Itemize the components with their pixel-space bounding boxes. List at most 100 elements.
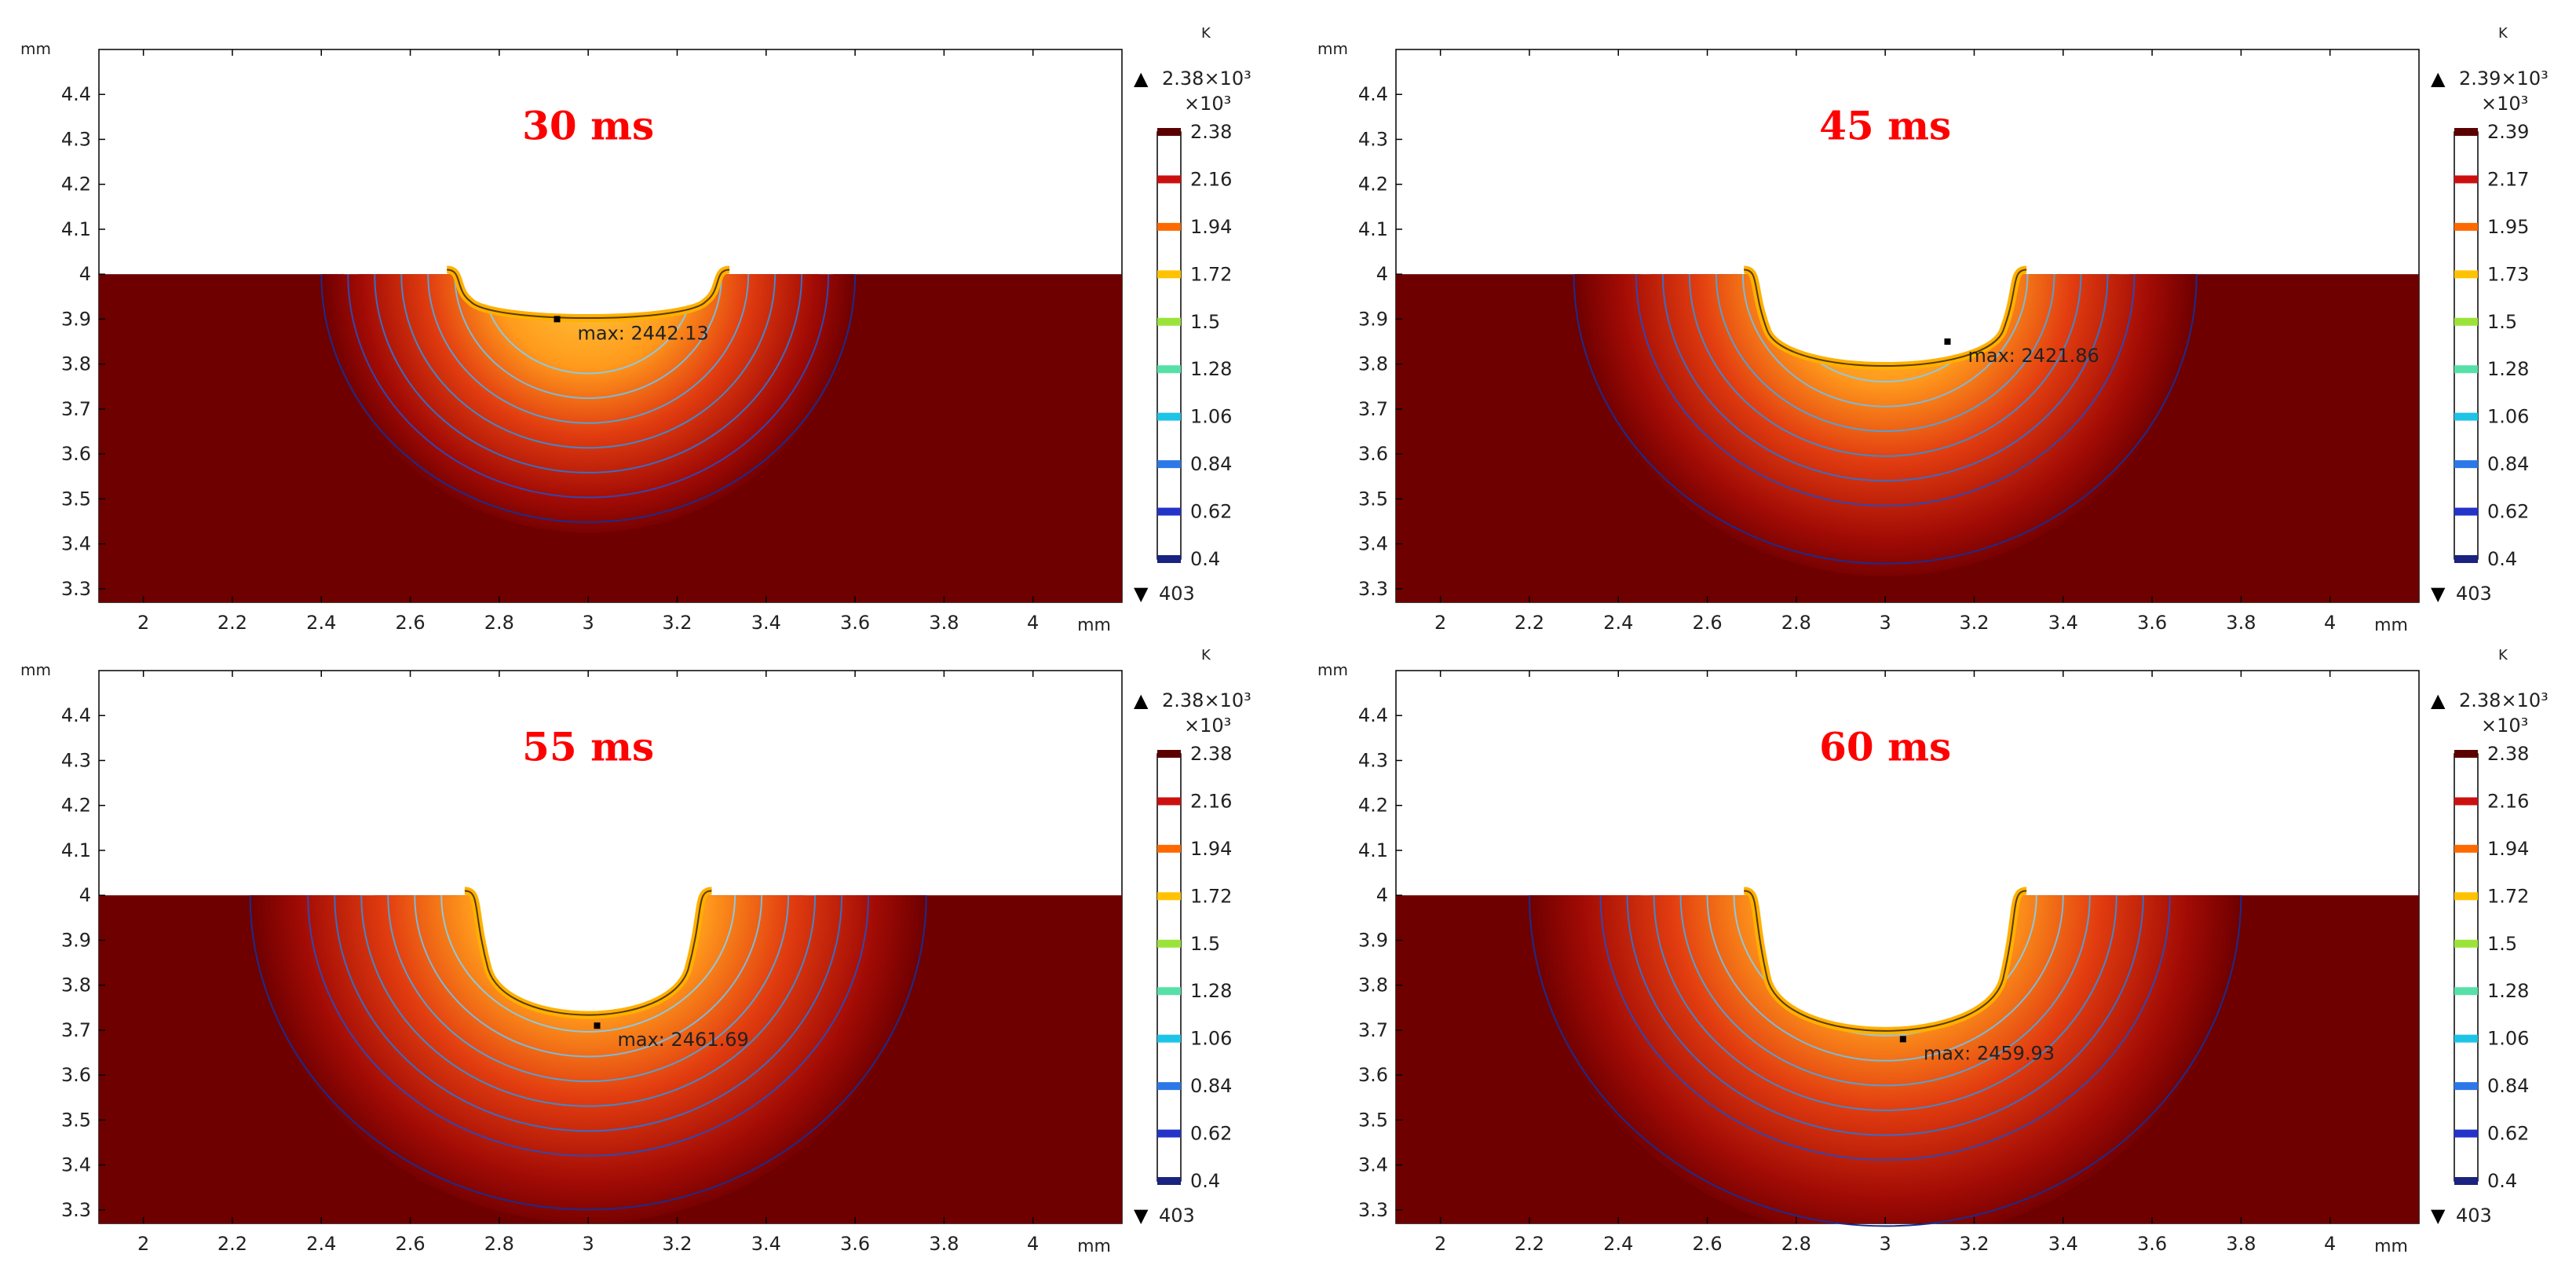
colorbar-tick-label: 0.4 xyxy=(1190,1170,1220,1192)
colorbar-max-label: 2.38×10³ xyxy=(1162,68,1251,90)
isotherm-line xyxy=(427,274,750,424)
colorbar-swatch xyxy=(2454,987,2478,996)
y-tick-label: 4.3 xyxy=(1358,749,1388,771)
isotherm-line xyxy=(454,274,723,399)
colorbar-tick-label: 1.94 xyxy=(2487,838,2529,860)
y-axis-unit: mm xyxy=(1317,39,1348,58)
colorbar-swatch xyxy=(2454,412,2478,421)
colorbar-swatch xyxy=(2454,555,2478,563)
colorbar-swatch xyxy=(2454,939,2478,948)
max-label: max: 2459.93 xyxy=(1924,1042,2055,1064)
colorbar-tick-label: 0.84 xyxy=(1190,1075,1232,1097)
colorbar-tick-label: 0.62 xyxy=(1190,501,1232,523)
colorbar-tick-label: 2.38 xyxy=(2487,743,2529,765)
colorbar-swatch xyxy=(1157,1177,1181,1185)
y-tick-label: 3.8 xyxy=(1358,974,1388,996)
colorbar-tick-label: 1.28 xyxy=(1190,358,1232,380)
x-tick-label: 2.2 xyxy=(217,1233,247,1255)
colorbar-min-label: 403 xyxy=(1159,583,1195,605)
colorbar-tick-label: 1.06 xyxy=(2487,406,2529,428)
y-tick-label: 3.6 xyxy=(61,443,91,465)
y-axis-unit: mm xyxy=(1317,660,1348,679)
x-tick-label: 2.6 xyxy=(1692,1233,1722,1255)
melt-pool-cavity xyxy=(1640,864,2130,1031)
colorbar-tick-label: 0.62 xyxy=(2487,501,2529,523)
colorbar-swatch xyxy=(2454,1177,2478,1185)
colorbar-tick-label: 1.95 xyxy=(2487,216,2529,238)
colorbar-tick-label: 2.16 xyxy=(1190,168,1232,190)
y-tick-label: 4.4 xyxy=(1358,83,1388,105)
x-tick-label: 2 xyxy=(1434,1233,1446,1255)
x-tick-label: 3.4 xyxy=(2048,612,2078,634)
colorbar-tick-label: 0.4 xyxy=(2487,548,2517,570)
colorbar-unit: K xyxy=(2498,25,2508,42)
x-tick-label: 2 xyxy=(137,1233,149,1255)
y-tick-label: 4.2 xyxy=(1358,795,1388,817)
y-tick-label: 3.6 xyxy=(61,1064,91,1086)
colorbar-tick-label: 2.39 xyxy=(2487,121,2529,143)
colorbar-tick-label: 0.84 xyxy=(2487,453,2529,475)
colorbar-swatch xyxy=(1157,797,1181,806)
y-tick-label: 3.8 xyxy=(1358,353,1388,375)
colorbar-swatch xyxy=(1157,460,1181,469)
colorbar-swatch xyxy=(1157,1082,1181,1091)
y-tick-label: 4.2 xyxy=(1358,174,1388,196)
colorbar-max-arrow: ▲ xyxy=(1134,68,1149,90)
colorbar-tick-label: 0.4 xyxy=(1190,548,1220,570)
max-point-marker xyxy=(554,316,561,323)
y-tick-label: 3.9 xyxy=(61,308,91,330)
x-tick-label: 3.8 xyxy=(2226,1233,2256,1255)
colorbar-min-arrow: ▼ xyxy=(1134,583,1149,605)
colorbar-tick-label: 1.06 xyxy=(1190,1028,1232,1050)
colorbar-tick-label: 1.5 xyxy=(1190,311,1220,333)
x-tick-label: 3 xyxy=(583,1233,594,1255)
colorbar-swatch xyxy=(1157,844,1181,853)
colorbar-tick-label: 2.38 xyxy=(1190,121,1232,143)
x-tick-label: 2 xyxy=(1434,612,1446,634)
y-tick-label: 4 xyxy=(1376,884,1388,906)
x-tick-label: 2.6 xyxy=(1692,612,1722,634)
max-label: max: 2421.86 xyxy=(1968,345,2099,367)
isotherm-line xyxy=(1679,895,2091,1087)
colorbar-tick-label: 1.5 xyxy=(1190,933,1220,955)
isotherm-line xyxy=(1626,895,2144,1136)
max-label: max: 2461.69 xyxy=(618,1029,749,1051)
isotherm-line xyxy=(347,274,830,499)
colorbar-scale-label: ×10³ xyxy=(1184,715,1231,737)
x-tick-label: 3.2 xyxy=(1959,612,1989,634)
y-tick-label: 3.8 xyxy=(61,974,91,996)
x-tick-label: 3.6 xyxy=(2137,1233,2167,1255)
y-tick-label: 3.4 xyxy=(1358,533,1388,555)
colorbar-max-label: 2.38×10³ xyxy=(1162,689,1251,711)
panel-title: 60 ms xyxy=(1819,723,1951,770)
x-axis-unit: mm xyxy=(2374,616,2408,635)
colorbar: 2.38 2.16 1.94 1.72 1.5 1.28 1.06 0.84 0.62 0.4 K ▲… xyxy=(1134,647,1251,1227)
isotherm-line xyxy=(400,274,776,449)
y-tick-label: 4.4 xyxy=(1358,704,1388,726)
melt-front-outline xyxy=(464,890,712,1016)
colorbar-tick-label: 0.62 xyxy=(1190,1123,1232,1145)
y-tick-label: 4.1 xyxy=(61,839,91,861)
y-tick-label: 3.4 xyxy=(1358,1154,1388,1176)
colorbar-unit: K xyxy=(1201,647,1211,664)
colorbar-swatch xyxy=(1157,750,1181,758)
y-tick-label: 4.3 xyxy=(61,128,91,150)
colorbar-tick-label: 2.38 xyxy=(1190,743,1232,765)
colorbar-swatch xyxy=(2454,222,2478,231)
y-tick-label: 3.4 xyxy=(61,533,91,555)
melt-front-outline xyxy=(1744,890,2027,1032)
isotherm-line xyxy=(307,895,870,1156)
colorbar: 2.39 2.17 1.95 1.73 1.5 1.28 1.06 0.84 0.62 0.4 K ▲… xyxy=(2431,25,2549,605)
x-tick-label: 2.2 xyxy=(217,612,247,634)
x-tick-label: 2.6 xyxy=(395,1233,425,1255)
x-tick-label: 4 xyxy=(1027,1233,1039,1255)
colorbar-min-label: 403 xyxy=(1159,1205,1195,1227)
y-tick-label: 4.1 xyxy=(61,218,91,240)
x-tick-label: 3.8 xyxy=(2226,612,2256,634)
y-tick-label: 3.3 xyxy=(61,1199,91,1221)
isotherm-line xyxy=(1635,274,2136,507)
colorbar-swatch xyxy=(2454,1129,2478,1138)
colorbar-scale-label: ×10³ xyxy=(2481,93,2528,115)
